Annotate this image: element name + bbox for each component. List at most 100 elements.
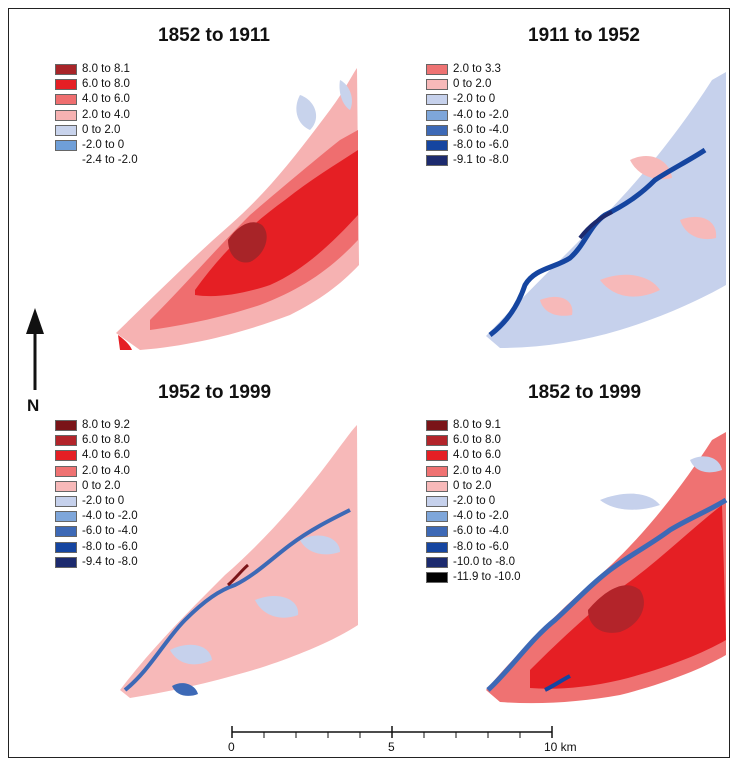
- legend-item: 2.0 to 4.0: [55, 464, 138, 479]
- floodplain-base: [486, 72, 726, 348]
- legend: 8.0 to 8.1 6.0 to 8.0 4.0 to 6.0 2.0 to 4.0…: [55, 62, 138, 168]
- river-channel-deep: [578, 210, 613, 240]
- legend-label: -8.0 to -6.0: [82, 540, 138, 553]
- deposition-patch: [600, 274, 660, 297]
- legend-label: -10.0 to -8.0: [453, 555, 516, 568]
- legend-item: 6.0 to 8.0: [55, 433, 138, 448]
- legend-label: -8.0 to -6.0: [453, 540, 509, 553]
- legend-item: -11.9 to -10.0: [426, 570, 521, 585]
- legend-swatch: [55, 541, 77, 553]
- legend-swatch: [426, 64, 448, 76]
- legend-swatch: [55, 79, 77, 91]
- legend-label: 4.0 to 6.0: [453, 449, 501, 462]
- scale-label-10: 10 km: [544, 740, 577, 754]
- legend-label: 2.0 to 3.3: [453, 63, 501, 75]
- legend-item: -2.0 to 0: [55, 138, 138, 153]
- legend-item: -2.4 to -2.0: [55, 153, 138, 168]
- north-arrow-icon: [26, 308, 44, 390]
- legend-label: -9.1 to -8.0: [453, 154, 509, 167]
- legend-swatch: [426, 541, 448, 553]
- river-channel: [488, 147, 707, 337]
- erosion-patch: [300, 535, 340, 555]
- legend-swatch: [55, 480, 77, 492]
- legend-swatch: [426, 140, 448, 152]
- legend-label: 6.0 to 8.0: [82, 434, 130, 447]
- panel-title: 1952 to 1999: [158, 382, 272, 403]
- legend-item: 2.0 to 4.0: [426, 464, 521, 479]
- floodplain-base: [120, 425, 358, 698]
- legend-swatch: [55, 465, 77, 477]
- legend-item: 8.0 to 8.1: [55, 62, 138, 77]
- legend-item: -2.0 to 0: [55, 494, 138, 509]
- erosion-patch: [255, 595, 299, 618]
- legend-label: 4.0 to 6.0: [82, 449, 130, 462]
- legend-label: 0 to 2.0: [82, 479, 121, 492]
- legend-swatch: [55, 155, 77, 166]
- legend-label: -2.0 to 0: [453, 494, 496, 507]
- legend: 2.0 to 3.3 0 to 2.0 -2.0 to 0 -4.0 to -2.0 -…: [426, 62, 509, 168]
- legend-swatch: [426, 496, 448, 508]
- legend-label: 2.0 to 4.0: [82, 108, 130, 121]
- legend-label: 8.0 to 8.1: [82, 63, 130, 75]
- legend-label: -6.0 to -4.0: [82, 525, 138, 538]
- erosion-patch: [690, 456, 722, 473]
- legend-item: 4.0 to 6.0: [426, 448, 521, 463]
- legend-swatch: [426, 465, 448, 477]
- erosion-patch: [600, 493, 660, 510]
- scale-bar: [231, 726, 553, 738]
- legend-label: 2.0 to 4.0: [453, 464, 501, 477]
- legend-item: 2.0 to 4.0: [55, 108, 138, 123]
- legend-swatch: [55, 124, 77, 136]
- erosion-patch: [172, 683, 198, 696]
- legend-item: 4.0 to 6.0: [55, 448, 138, 463]
- legend-label: -4.0 to -2.0: [453, 510, 509, 523]
- legend-swatch: [426, 155, 448, 167]
- river-channel-deep: [544, 674, 571, 692]
- legend-label: 2.0 to 4.0: [82, 464, 130, 477]
- river-channel-deep: [227, 563, 249, 587]
- legend-label: 6.0 to 8.0: [82, 78, 130, 91]
- legend-swatch: [426, 94, 448, 106]
- legend-swatch: [426, 526, 448, 538]
- legend-item: -4.0 to -2.0: [426, 509, 521, 524]
- map-panel-1852-1999: [486, 432, 728, 704]
- river-channel: [486, 497, 728, 692]
- legend-label: -2.0 to 0: [453, 93, 496, 106]
- erosion-patch: [296, 95, 317, 130]
- legend-label: -2.4 to -2.0: [82, 154, 138, 167]
- legend-swatch: [426, 420, 448, 432]
- legend-item: -6.0 to -4.0: [55, 524, 138, 539]
- legend-item: 6.0 to 8.0: [426, 433, 521, 448]
- deposition-patch: [540, 296, 573, 316]
- erosion-patch: [118, 335, 132, 350]
- legend-item: -4.0 to -2.0: [55, 509, 138, 524]
- legend-item: -8.0 to -6.0: [426, 540, 521, 555]
- legend-swatch: [426, 450, 448, 462]
- legend-item: 0 to 2.0: [426, 77, 509, 92]
- panel-title: 1852 to 1999: [528, 382, 642, 403]
- legend-swatch: [55, 556, 77, 568]
- legend-label: 8.0 to 9.2: [82, 419, 130, 431]
- legend-swatch: [426, 79, 448, 91]
- legend-label: -11.9 to -10.0: [453, 570, 521, 583]
- legend-label: -4.0 to -2.0: [82, 510, 138, 523]
- scale-label-0: 0: [228, 740, 235, 754]
- legend-swatch: [426, 511, 448, 523]
- legend-item: -10.0 to -8.0: [426, 555, 521, 570]
- legend-item: -6.0 to -4.0: [426, 524, 521, 539]
- legend: 8.0 to 9.1 6.0 to 8.0 4.0 to 6.0 2.0 to 4.0…: [426, 418, 521, 585]
- river-channel: [123, 508, 351, 692]
- legend-swatch: [55, 140, 77, 152]
- legend-label: -6.0 to -4.0: [453, 123, 509, 136]
- legend-label: 6.0 to 8.0: [453, 434, 501, 447]
- legend-label: -6.0 to -4.0: [453, 525, 509, 538]
- legend-label: 0 to 2.0: [453, 479, 492, 492]
- legend-item: -8.0 to -6.0: [426, 138, 509, 153]
- legend-label: 8.0 to 9.1: [453, 419, 501, 431]
- legend-swatch: [426, 571, 448, 583]
- legend-label: 0 to 2.0: [82, 123, 121, 136]
- legend-swatch: [55, 450, 77, 462]
- legend-label: 0 to 2.0: [453, 78, 492, 91]
- legend-item: 8.0 to 9.1: [426, 418, 521, 433]
